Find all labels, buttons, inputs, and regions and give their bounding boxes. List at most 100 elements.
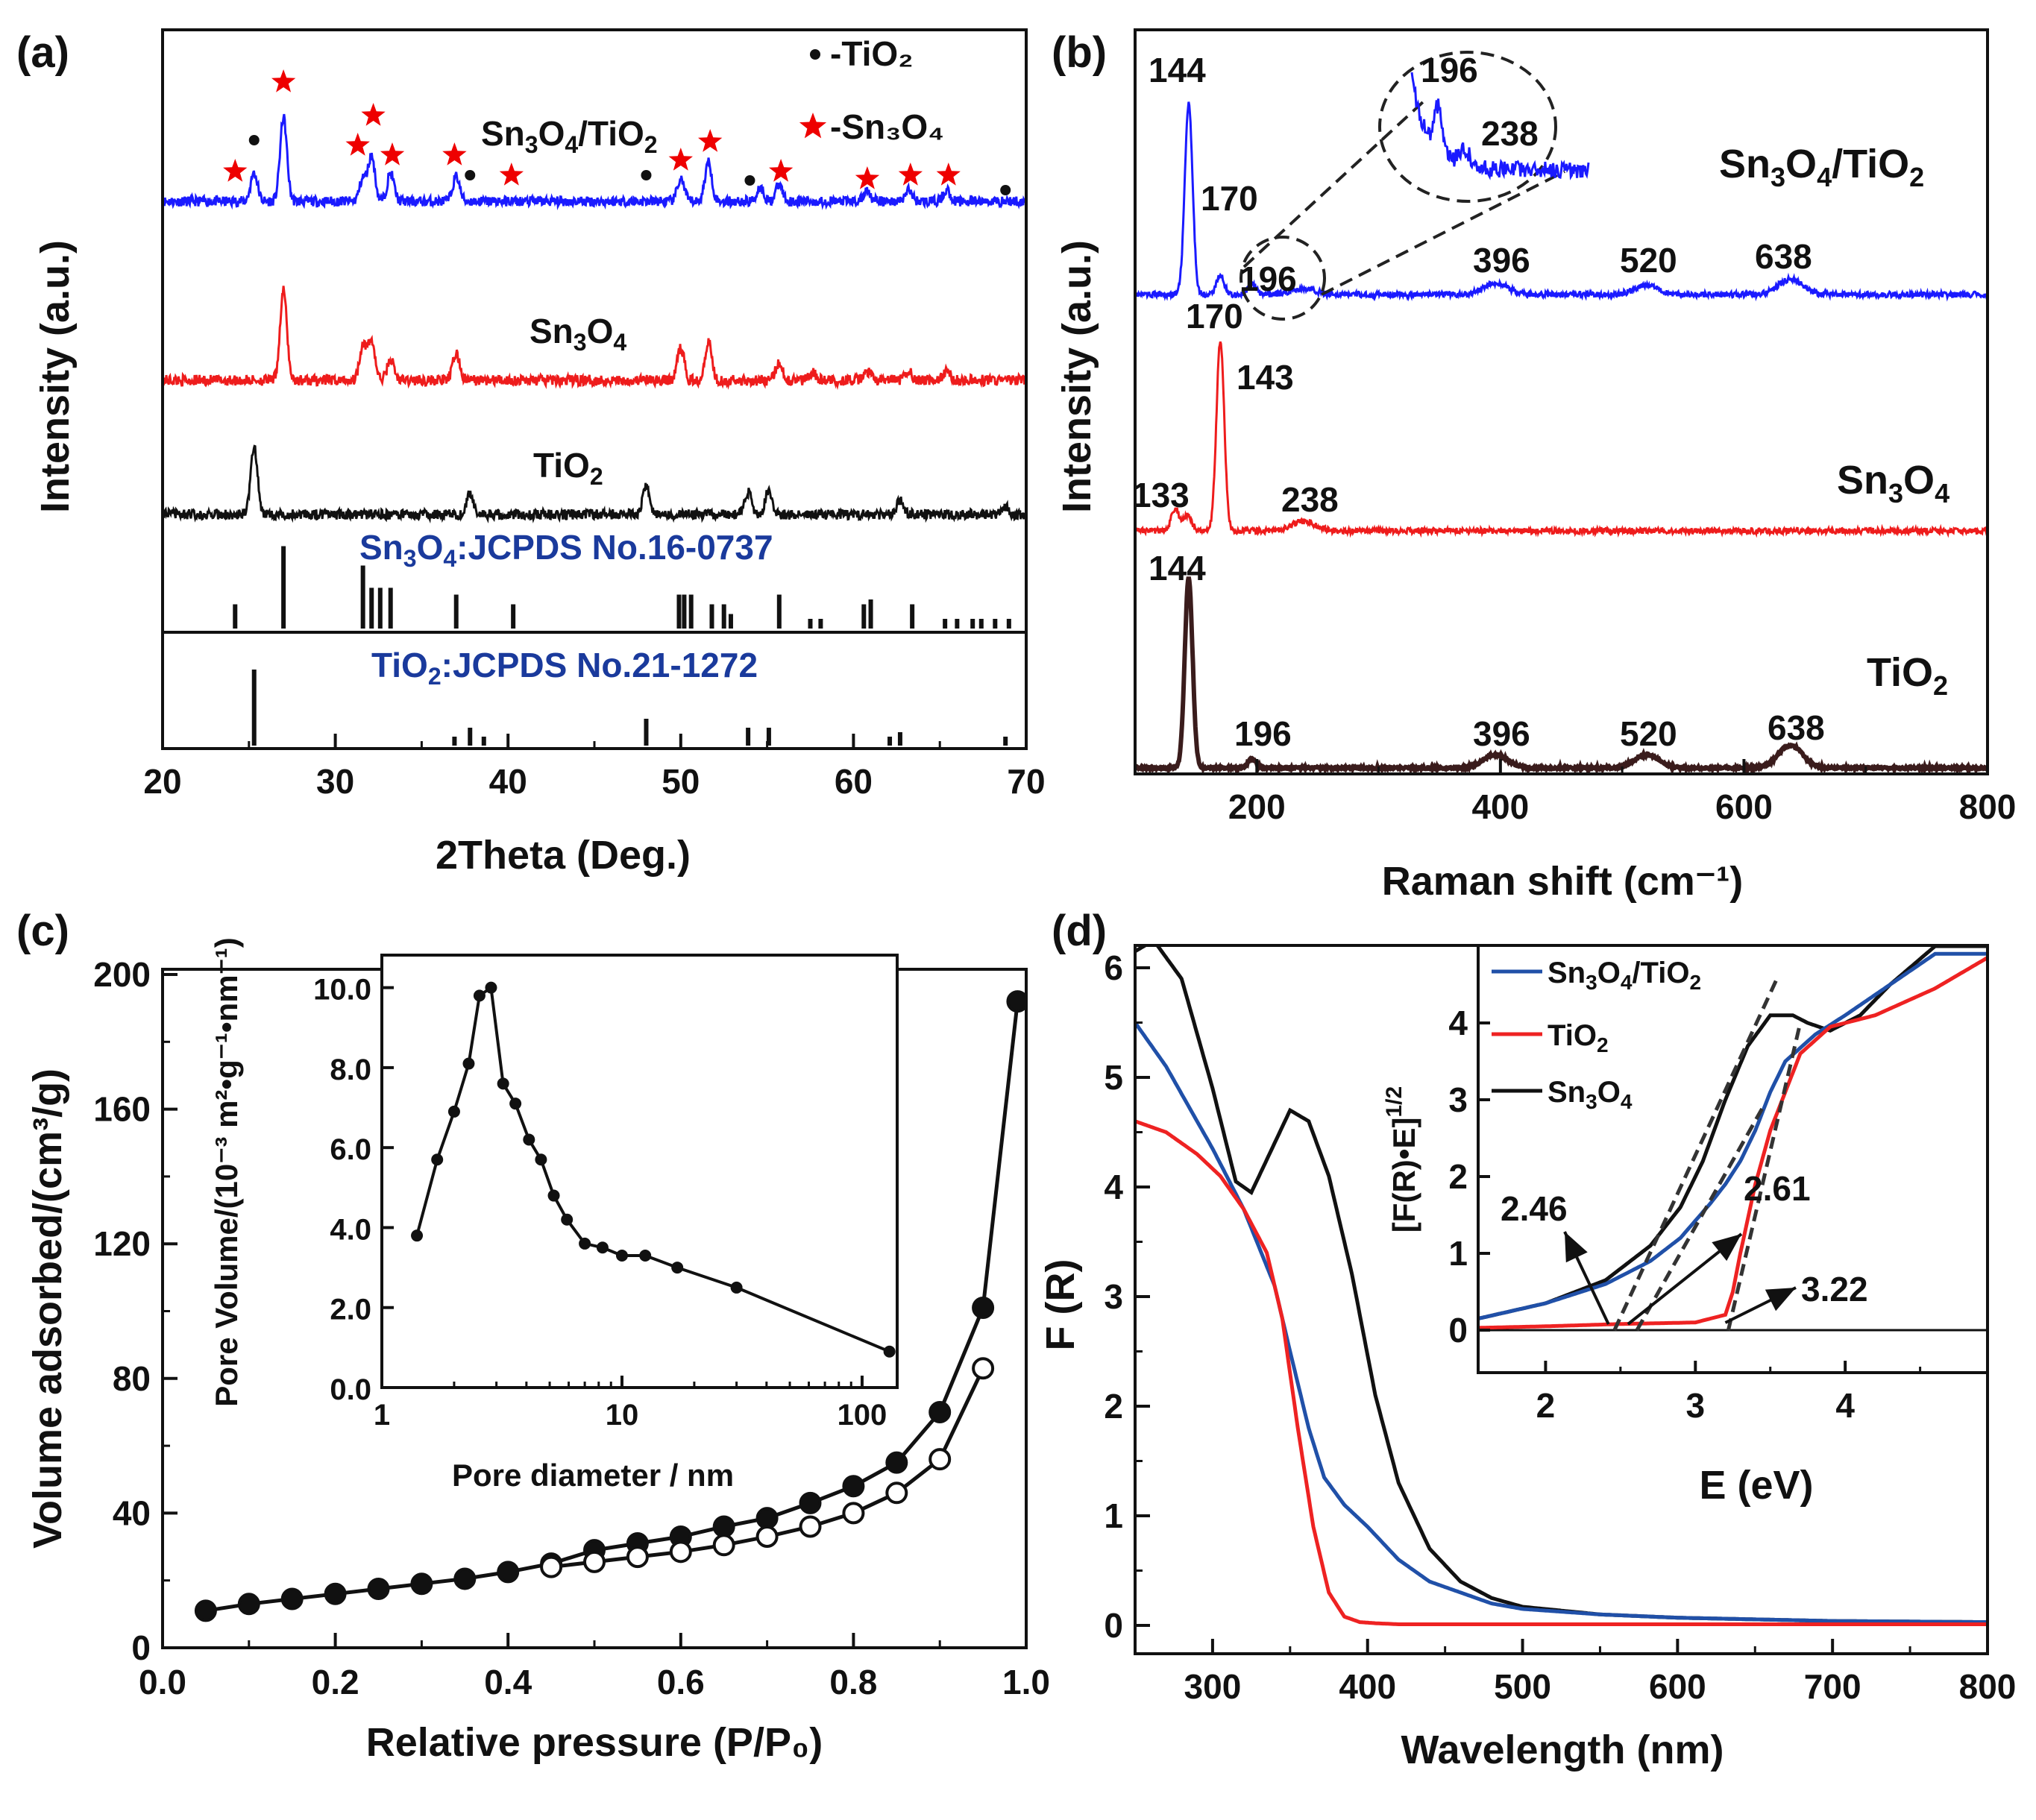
pore-distribution-point xyxy=(485,981,497,994)
legend-star-marker xyxy=(799,113,827,139)
pore-distribution-point xyxy=(730,1281,743,1294)
y-tick-label: 3 xyxy=(1104,1277,1123,1316)
isotherm-point-desorption xyxy=(799,1515,822,1538)
raman-annotation-blue-170: 170 xyxy=(1201,179,1258,218)
panel-a-plot-area xyxy=(163,69,1026,746)
y-tick-label: 0 xyxy=(1104,1606,1123,1645)
xrd-series-sn3o4 xyxy=(163,286,1026,391)
panel-d-plot-area xyxy=(1135,945,1988,1626)
x-tick-label: 30 xyxy=(316,762,354,801)
isotherm-point-adsorption xyxy=(842,1475,865,1498)
series-label-b-sn3o4: Sn3O4 xyxy=(1837,458,1949,508)
panel-c-ylabel: Volume adsorbed/(cm³/g) xyxy=(25,1068,70,1549)
y-tick-label: 0.0 xyxy=(330,1373,371,1406)
y-tick-label: 80 xyxy=(113,1359,151,1398)
panel-d-xlabel: Wavelength (nm) xyxy=(1401,1728,1724,1772)
tauc-series-tio2 xyxy=(1478,956,1988,1330)
absorbance-series-tio2 xyxy=(1135,1119,1988,1626)
sn3o4-star-marker xyxy=(769,159,794,182)
raman-annotation-red-170: 170 xyxy=(1186,297,1243,336)
x-tick-label: 10 xyxy=(606,1399,639,1432)
panel-c-inset-axes: 1 10 100 0.0 2.0 4.0 6.0 8.0 10.0 xyxy=(313,974,887,1432)
isotherm-point-desorption xyxy=(972,1357,995,1380)
raman-annotation-blue-144: 144 xyxy=(1149,51,1206,89)
sn3o4-star-marker xyxy=(668,148,693,171)
tio2-dot-marker xyxy=(744,175,755,186)
zoom-trace-line xyxy=(1410,72,1590,180)
sn3o4-star-marker xyxy=(698,129,723,152)
panel-d-ylabel: F (R) xyxy=(1038,1259,1083,1351)
series-label-b-tio2: TiO2 xyxy=(1867,650,1948,701)
x-tick-label: 200 xyxy=(1228,787,1286,826)
panel-d-axes: 300 400 500 600 700 800 0 1 2 3 4 5 6 xyxy=(1104,948,2016,1706)
legend-tio2-label: -TiO₂ xyxy=(830,34,914,73)
pore-distribution-point xyxy=(431,1153,444,1166)
x-tick-label: 70 xyxy=(1007,762,1045,801)
panel-b-zoom-callout: 196 238 xyxy=(1239,51,1590,321)
tio2-dot-marker xyxy=(248,135,260,145)
raman-annotation-black-144: 144 xyxy=(1149,549,1206,588)
x-tick-label: 20 xyxy=(143,762,181,801)
isotherm-point-adsorption xyxy=(712,1515,735,1538)
pore-distribution-point xyxy=(509,1098,522,1110)
panel-c-inset-plot-area xyxy=(411,981,896,1358)
panel-c-inset-ylabel: Pore Volume/(10⁻³ m²•g⁻¹•nm⁻¹) xyxy=(209,937,244,1407)
x-tick-label: 1.0 xyxy=(1002,1663,1050,1701)
panel-a-axes: 20 30 40 50 60 70 xyxy=(143,734,1046,801)
raman-annotation-black-520: 520 xyxy=(1620,714,1677,753)
sn3o4-star-marker xyxy=(898,163,923,186)
band-gap-label-2-46: 2.46 xyxy=(1501,1189,1568,1228)
pore-distribution-point xyxy=(411,1229,424,1242)
isotherm-point-adsorption xyxy=(972,1296,995,1319)
panel-c-xlabel: Relative pressure (P/P₀) xyxy=(366,1720,823,1765)
isotherm-point-adsorption xyxy=(755,1507,779,1530)
panel-c-inset-frame xyxy=(380,954,899,1389)
legend-text-sn3o4: Sn3O4 xyxy=(1548,1076,1633,1113)
pore-distribution-point xyxy=(579,1237,591,1250)
x-tick-label: 3 xyxy=(1685,1386,1705,1425)
series-label-b-sn3o4-tio2: Sn3O4/TiO2 xyxy=(1719,142,1924,192)
isotherm-point-adsorption xyxy=(929,1400,952,1423)
panel-b-axes: 200 400 600 800 xyxy=(1134,759,2017,826)
isotherm-point-desorption xyxy=(540,1555,563,1578)
raman-annotation-blue-396: 396 xyxy=(1473,241,1530,280)
band-gap-tangent xyxy=(1612,976,1780,1332)
y-tick-label: 200 xyxy=(93,955,151,994)
raman-series-sn3o4-tio2 xyxy=(1135,101,1988,302)
y-tick-label: 8.0 xyxy=(330,1054,371,1086)
zoom-annotation-196: 196 xyxy=(1421,51,1478,89)
zoom-annotation-238: 238 xyxy=(1481,114,1539,153)
panel-c-inset-background xyxy=(382,955,897,1388)
panel-d-inset-ylabel: [F(R)•E]1/2 xyxy=(1382,1086,1421,1232)
x-tick-label: 4 xyxy=(1835,1386,1855,1425)
x-tick-label: 0.4 xyxy=(484,1663,532,1701)
y-tick-label: 10.0 xyxy=(313,974,371,1007)
pore-distribution-point xyxy=(596,1241,609,1254)
panel-b-ylabel: Intensity (a.u.) xyxy=(1055,240,1099,513)
zoom-large-circle xyxy=(1378,51,1557,203)
panel-a-xlabel: 2Theta (Deg.) xyxy=(436,833,691,878)
panel-d-inset-xlabel: E (eV) xyxy=(1699,1463,1813,1508)
arrow-head xyxy=(1765,1288,1796,1312)
xrd-series-tio2 xyxy=(163,444,1026,524)
zoom-guide-line-upper xyxy=(1242,99,1426,268)
y-tick-label: 2 xyxy=(1104,1387,1123,1426)
panel-a-ylabel: Intensity (a.u.) xyxy=(33,240,78,513)
isotherm-point-adsorption xyxy=(497,1561,520,1584)
xrd-series-sn3o4-tio2 xyxy=(163,113,1026,210)
panel-b-label: (b) xyxy=(1052,28,1107,77)
raman-annotation-blue-638: 638 xyxy=(1755,237,1812,276)
x-tick-label: 800 xyxy=(1959,1667,2017,1706)
sn3o4-star-marker xyxy=(361,103,386,126)
x-tick-label: 800 xyxy=(1959,787,2017,826)
x-tick-label: 400 xyxy=(1339,1667,1396,1706)
panel-d-inset-frame xyxy=(1477,944,1989,1374)
isotherm-point-adsorption xyxy=(410,1572,433,1596)
pore-distribution-point xyxy=(523,1133,535,1146)
panel-c-bet: (c) 0.0 0.2 0.4 0.6 0.8 1.0 0 40 80 120 160 200 Rel… xyxy=(16,907,1050,1765)
panel-c-plot-area xyxy=(194,990,1026,1622)
sn3o4-star-marker xyxy=(223,159,248,182)
y-tick-label: 120 xyxy=(93,1224,151,1263)
x-tick-label: 2 xyxy=(1536,1386,1556,1425)
x-tick-label: 60 xyxy=(835,762,873,801)
